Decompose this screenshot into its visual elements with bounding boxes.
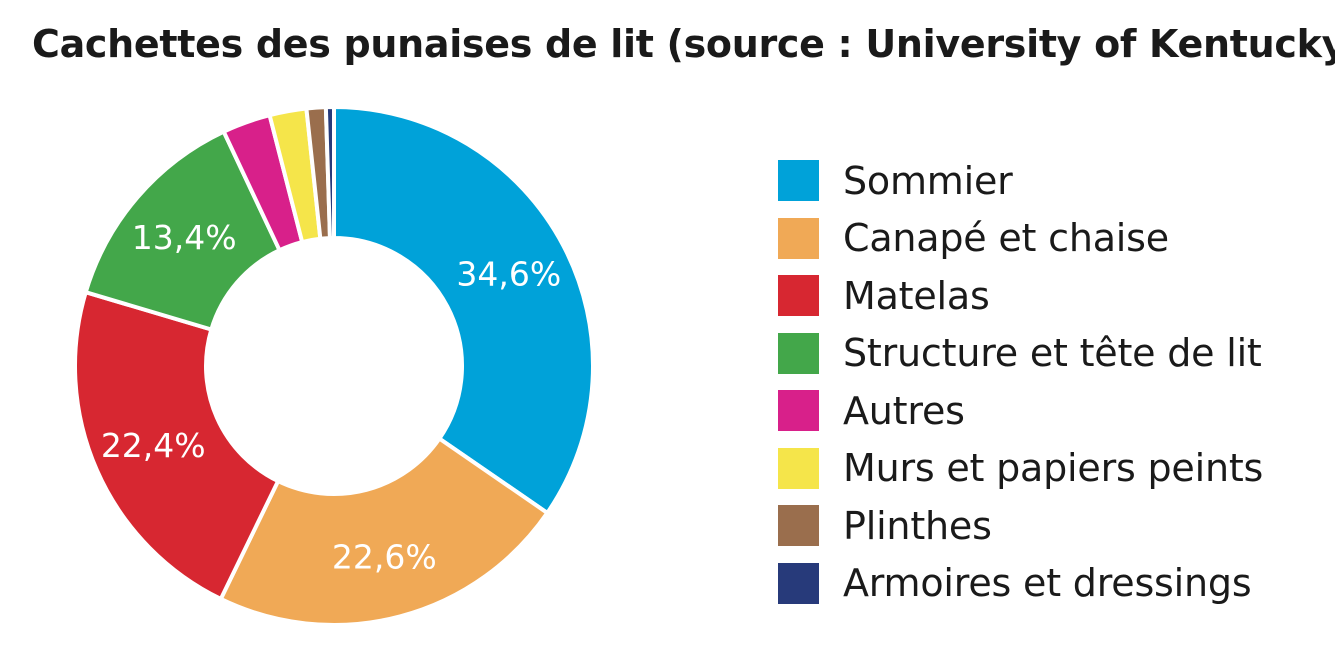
legend-item: Autres [778,382,1263,440]
legend-label: Plinthes [843,503,992,548]
donut-slices [73,105,595,627]
legend-item: Matelas [778,267,1263,325]
data-label-2: 22,4% [101,426,206,465]
legend-swatch [778,275,819,317]
slice-0 [332,105,595,515]
legend-swatch [778,505,819,547]
data-label-3: 13,4% [132,218,237,257]
legend-label: Autres [843,388,965,433]
legend-swatch [778,390,819,432]
slice-3 [83,129,282,332]
data-label-0: 34,6% [456,255,561,294]
legend-swatch [778,447,819,489]
legend-swatch [778,332,819,374]
legend-label: Armoires et dressings [843,561,1252,606]
legend-swatch [778,562,819,604]
legend-item: Canapé et chaise [778,210,1263,268]
legend-label: Matelas [843,273,990,318]
legend-swatch [778,217,819,259]
legend-item: Murs et papiers peints [778,440,1263,498]
data-label-1: 22,6% [332,537,437,576]
legend-label: Structure et tête de lit [843,331,1262,376]
chart-title: Cachettes des punaises de lit (source : … [32,22,1335,66]
legend-item: Plinthes [778,497,1263,555]
data-labels: 34,6% 22,6% 22,4% 13,4% [101,218,561,577]
legend-label: Canapé et chaise [843,216,1169,261]
legend-label: Murs et papiers peints [843,446,1264,491]
legend-item: Sommier [778,152,1263,210]
slice-2 [73,290,281,601]
legend-swatch [778,160,819,202]
donut-chart: 34,6% 22,6% 22,4% 13,4% [73,105,595,627]
legend-item: Structure et tête de lit [778,325,1263,383]
legend-label: Sommier [843,158,1013,203]
legend: Sommier Canapé et chaise Matelas Structure … [778,152,1263,612]
slice-7 [323,105,336,241]
legend-item: Armoires et dressings [778,555,1263,613]
slice-1 [218,436,550,627]
